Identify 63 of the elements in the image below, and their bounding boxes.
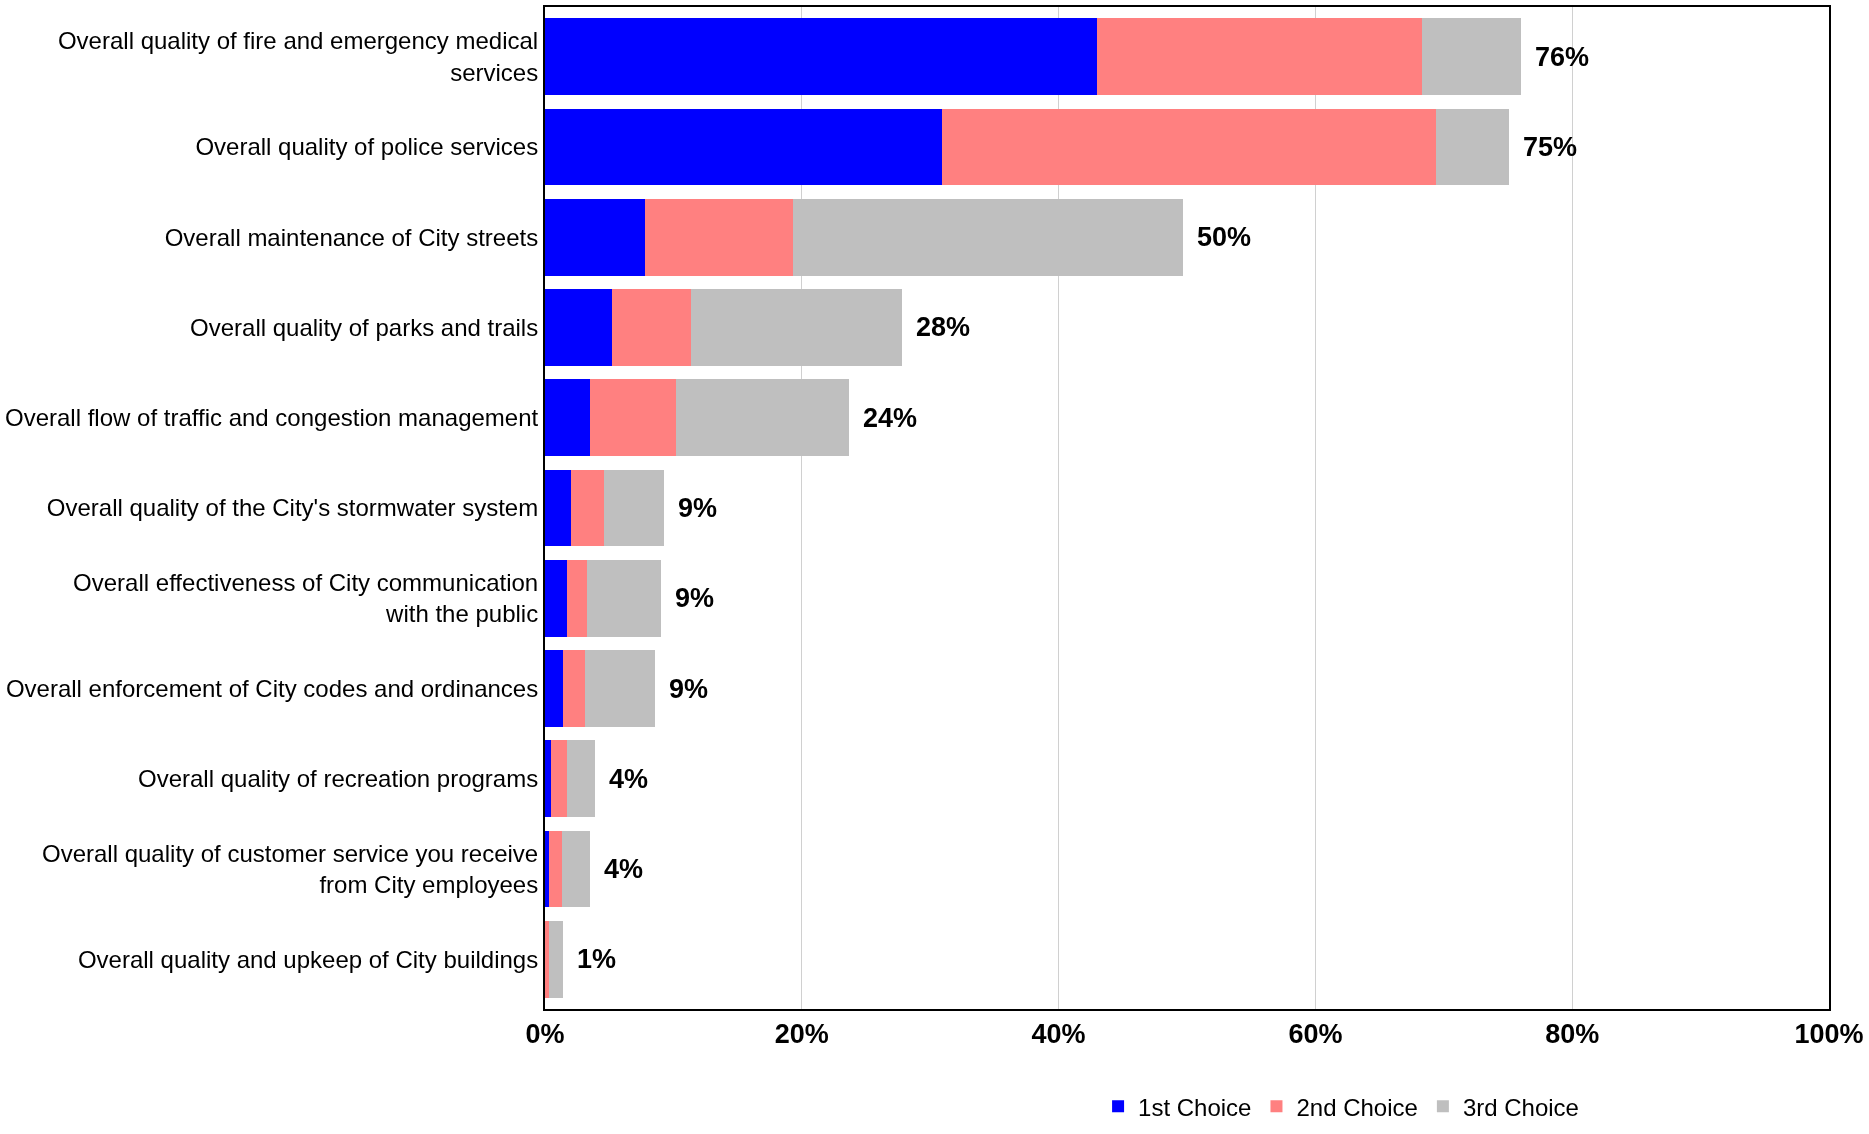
- bar: [545, 920, 549, 998]
- total-label: 76%: [1535, 42, 1590, 72]
- total-label: 50%: [1197, 222, 1252, 252]
- total-label: 9%: [678, 493, 718, 523]
- bar: [587, 559, 661, 637]
- y-tick-label: Overall quality of parks and trails: [190, 313, 539, 341]
- y-tick-label: Overall quality of the City's stormwater system: [46, 494, 539, 522]
- bar: [562, 650, 585, 727]
- bar: [566, 740, 596, 818]
- bar: [691, 289, 902, 366]
- y-tick-label: Overall quality of police services: [195, 133, 539, 161]
- y-tick-label: Overall enforcement of City codes and ordinances: [5, 674, 539, 702]
- y-tick-label: Overall flow of traffic and congestion management: [5, 404, 539, 432]
- bar: [792, 198, 1184, 276]
- x-tick-label: 100%: [1794, 1019, 1864, 1050]
- bar: [545, 379, 590, 457]
- bar: [545, 18, 1098, 96]
- bar: [675, 379, 850, 457]
- bar: [548, 920, 563, 998]
- total-label: 4%: [609, 764, 649, 794]
- legend-label: 2nd Choice: [1296, 1093, 1418, 1121]
- x-tick-label: 20%: [774, 1019, 829, 1050]
- bar: [545, 830, 549, 908]
- bar: [645, 198, 793, 276]
- bar: [589, 379, 676, 457]
- x-tick-label: 0%: [525, 1019, 565, 1050]
- y-tick-label: Overall maintenance of City streets: [164, 223, 539, 251]
- bar: [545, 198, 646, 276]
- bar: [545, 108, 942, 186]
- total-label: 4%: [604, 854, 644, 884]
- bar: [1097, 18, 1422, 96]
- bar: [545, 650, 563, 727]
- total-label: 9%: [675, 583, 715, 613]
- x-tick-label: 40%: [1031, 1019, 1086, 1050]
- bar: [561, 830, 590, 908]
- y-tick-label: Overall effectiveness of City communication with the public: [73, 569, 539, 628]
- y-tick-label: Overall quality and upkeep of City buildings: [77, 945, 539, 973]
- bar: [1436, 108, 1510, 186]
- bar: [1421, 18, 1521, 96]
- legend-label: 3rd Choice: [1462, 1093, 1579, 1121]
- bar: [604, 469, 665, 547]
- x-tick-label: 60%: [1288, 1019, 1343, 1050]
- bar: [551, 740, 567, 818]
- bar: [566, 559, 588, 637]
- bar: [584, 650, 656, 727]
- total-label: 28%: [916, 312, 971, 342]
- total-label: 9%: [669, 674, 709, 704]
- total-label: 75%: [1523, 132, 1578, 162]
- y-tick-label: Overall quality of fire and emergency medical services: [57, 27, 539, 86]
- total-label: 1%: [577, 944, 617, 974]
- bar: [545, 289, 612, 366]
- legend-label: 1st Choice: [1138, 1093, 1252, 1121]
- bar: [545, 740, 552, 818]
- y-tick-label: Overall quality of customer service you receive from City employees: [42, 839, 539, 899]
- bar: [941, 108, 1437, 186]
- bar: [548, 830, 562, 908]
- y-tick-label: Overall quality of recreation programs: [138, 765, 539, 793]
- total-label: 24%: [863, 403, 918, 433]
- bar: [570, 469, 605, 547]
- bar: [611, 289, 692, 366]
- bar: [545, 469, 571, 547]
- bar: [545, 559, 567, 637]
- x-tick-label: 80%: [1545, 1019, 1600, 1050]
